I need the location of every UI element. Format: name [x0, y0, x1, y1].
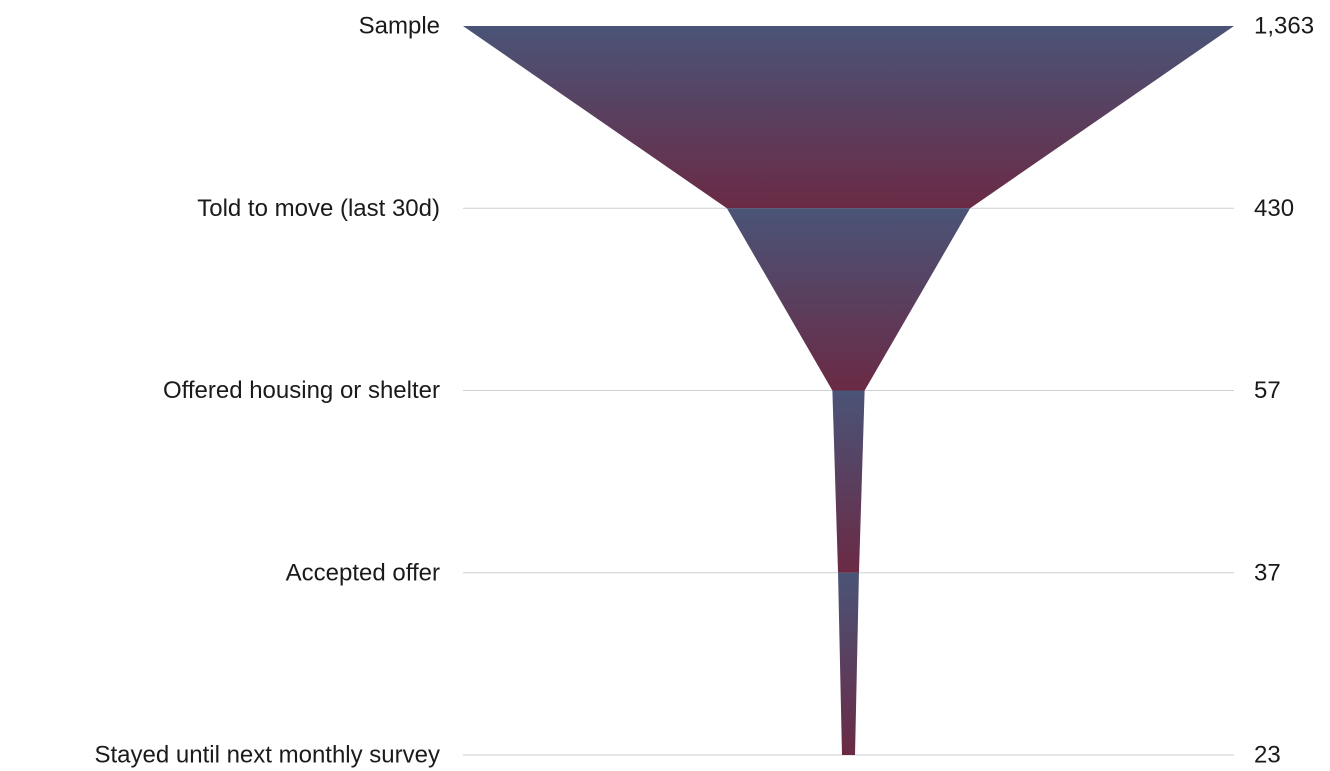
value-label: 23: [1254, 742, 1281, 769]
funnel-segment-3: [832, 390, 865, 573]
funnel-segment-4: [838, 572, 859, 755]
funnel-shapes: [463, 26, 1234, 755]
value-label: 430: [1254, 195, 1294, 222]
stage-label: Sample: [359, 13, 440, 40]
funnel-segment-2: [726, 208, 971, 391]
funnel-segment-1: [463, 26, 1234, 209]
stage-label: Stayed until next monthly survey: [94, 742, 440, 769]
stage-labels: Sample Told to move (last 30d) Offered hou…: [94, 13, 440, 769]
stage-label: Accepted offer: [286, 559, 440, 586]
stage-label: Told to move (last 30d): [197, 195, 440, 222]
stage-label: Offered housing or shelter: [163, 377, 440, 404]
value-label: 1,363: [1254, 13, 1314, 40]
value-label: 57: [1254, 377, 1281, 404]
value-labels: 1,363 430 57 37 23: [1254, 13, 1314, 769]
value-label: 37: [1254, 559, 1281, 586]
